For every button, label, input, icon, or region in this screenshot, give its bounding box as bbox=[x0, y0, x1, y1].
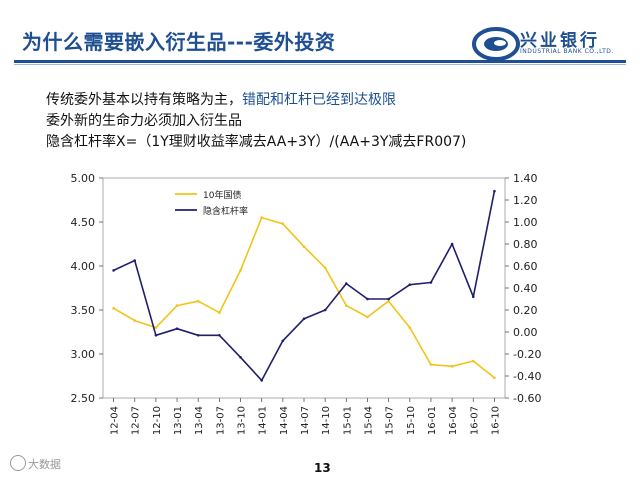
right-axis-tick-label: 1.00 bbox=[513, 216, 538, 229]
left-axis-tick-label: 4.00 bbox=[71, 260, 96, 273]
right-axis-tick-label: 1.40 bbox=[513, 172, 538, 185]
bank-logo-icon bbox=[472, 27, 520, 61]
bullet-line-3: 隐含杠杆率X=（1Y理财收益率减去AA+3Y）/(AA+3Y减去FR007) bbox=[46, 134, 467, 150]
x-axis-tick-label: 12-10 bbox=[152, 406, 163, 435]
series-point-2 bbox=[429, 281, 433, 284]
dual-axis-line-chart: 2.50 3.00 3.50 4.00 4.50 5.00 -0.60 -0.40 -0.20 0… bbox=[71, 172, 542, 435]
series-point-1 bbox=[302, 245, 306, 248]
series-point-1 bbox=[281, 222, 285, 226]
series-point-2 bbox=[471, 295, 475, 299]
right-axis-tick-label: 1.20 bbox=[513, 194, 538, 207]
series-point-2 bbox=[345, 282, 348, 285]
x-axis-tick-label: 14-10 bbox=[321, 406, 332, 435]
series-point-2 bbox=[408, 283, 412, 286]
x-axis-tick-label: 14-04 bbox=[279, 406, 290, 435]
x-axis-tick-label: 15-10 bbox=[406, 406, 417, 435]
x-axis-tick-label: 16-10 bbox=[490, 406, 501, 435]
x-axis-tick-label: 16-04 bbox=[448, 406, 459, 435]
bullet-line-1: 传统委外基本以持有策略为主，错配和杠杆已经到达极限 bbox=[46, 90, 466, 111]
series-point-2 bbox=[281, 339, 285, 343]
series-point-1 bbox=[175, 304, 179, 307]
right-axis-tick-label: 0.40 bbox=[513, 282, 538, 295]
series-point-1 bbox=[387, 299, 390, 303]
series-point-2 bbox=[154, 334, 158, 337]
series-point-1 bbox=[493, 376, 496, 380]
legend-label-2: 隐含杠杆率 bbox=[203, 205, 248, 217]
x-axis-tick-label: 15-01 bbox=[342, 406, 353, 435]
watermark-text: 大数据 bbox=[28, 458, 61, 471]
legend-label-1: 10年国债 bbox=[203, 189, 241, 201]
bank-logo-subtitle: INDUSTRIAL BANK CO.,LTD. bbox=[520, 48, 614, 55]
x-axis-tick-label: 15-04 bbox=[363, 406, 374, 435]
series-point-2 bbox=[196, 334, 200, 337]
series-point-2 bbox=[450, 242, 454, 246]
right-axis-tick-label: 0.80 bbox=[513, 238, 538, 251]
series-point-1 bbox=[112, 306, 115, 310]
series-point-2 bbox=[366, 297, 369, 301]
series-point-1 bbox=[196, 299, 200, 303]
x-axis-tick-label: 14-07 bbox=[300, 406, 311, 435]
series-point-1 bbox=[239, 269, 242, 272]
left-axis-tick-label: 3.50 bbox=[71, 304, 96, 317]
left-axis-tick-label: 2.50 bbox=[71, 392, 96, 405]
bullet-list: 传统委外基本以持有策略为主，错配和杠杆已经到达极限 委外新的生命力必须加入衍生品… bbox=[46, 90, 466, 153]
series-point-1 bbox=[450, 365, 454, 368]
series-line-2 bbox=[113, 191, 496, 382]
right-axis-tick-label: -0.40 bbox=[513, 370, 541, 383]
series-point-1 bbox=[154, 326, 158, 329]
series-point-1 bbox=[429, 363, 433, 366]
series-point-2 bbox=[112, 269, 115, 272]
x-axis-tick-label: 14-01 bbox=[258, 406, 269, 435]
right-axis-tick-label: -0.20 bbox=[513, 348, 541, 361]
series-point-1 bbox=[218, 311, 221, 314]
series-point-2 bbox=[239, 356, 242, 359]
slide-title: 为什么需要嵌入衍生品---委外投资 bbox=[22, 30, 336, 54]
series-point-1 bbox=[471, 359, 475, 363]
x-axis-tick-label: 12-07 bbox=[131, 406, 142, 435]
left-axis-tick-label: 4.50 bbox=[71, 216, 96, 229]
watermark-icon bbox=[10, 455, 26, 471]
series-point-2 bbox=[302, 317, 306, 321]
x-axis-tick-label: 13-07 bbox=[215, 406, 226, 435]
series-point-2 bbox=[323, 308, 327, 312]
series-line-1 bbox=[113, 216, 495, 379]
x-axis-tick-label: 13-04 bbox=[194, 406, 205, 435]
x-axis-tick-label: 13-10 bbox=[237, 406, 248, 435]
series-point-1 bbox=[366, 315, 369, 319]
right-axis-tick-label: 0.60 bbox=[513, 260, 538, 273]
x-axis-tick-label: 15-07 bbox=[385, 406, 396, 435]
bank-logo-name: 兴业银行 bbox=[520, 31, 600, 51]
series-point-1 bbox=[133, 319, 137, 322]
series-point-1 bbox=[323, 266, 327, 270]
series-point-1 bbox=[345, 304, 348, 307]
series-point-2 bbox=[260, 379, 263, 382]
x-axis-tick-label: 16-01 bbox=[427, 406, 438, 435]
bullet-line-1-accent: 错配和杠杆已经到达极限 bbox=[242, 92, 396, 108]
title-divider-thin bbox=[14, 64, 626, 65]
series-point-1 bbox=[408, 326, 412, 329]
series-point-1 bbox=[260, 216, 263, 219]
series-point-2 bbox=[493, 189, 496, 193]
right-axis-tick-label: -0.60 bbox=[513, 392, 541, 405]
left-axis-tick-label: 3.00 bbox=[71, 348, 96, 361]
x-axis-tick-label: 16-07 bbox=[469, 406, 480, 435]
left-axis-tick-label: 5.00 bbox=[71, 172, 96, 185]
series-point-2 bbox=[133, 259, 137, 262]
bullet-line-2: 委外新的生命力必须加入衍生品 bbox=[46, 113, 242, 129]
page-number: 13 bbox=[314, 461, 331, 475]
x-axis-tick-label: 13-01 bbox=[173, 406, 184, 435]
series-point-2 bbox=[218, 334, 221, 337]
series-point-2 bbox=[387, 297, 390, 301]
x-axis-tick-label: 12-04 bbox=[110, 406, 121, 435]
right-axis-tick-label: 0.20 bbox=[513, 304, 538, 317]
bullet-line-1-text: 传统委外基本以持有策略为主， bbox=[46, 92, 242, 108]
right-axis-tick-label: 0.00 bbox=[513, 326, 538, 339]
series-point-2 bbox=[175, 327, 179, 330]
title-divider bbox=[14, 60, 626, 63]
